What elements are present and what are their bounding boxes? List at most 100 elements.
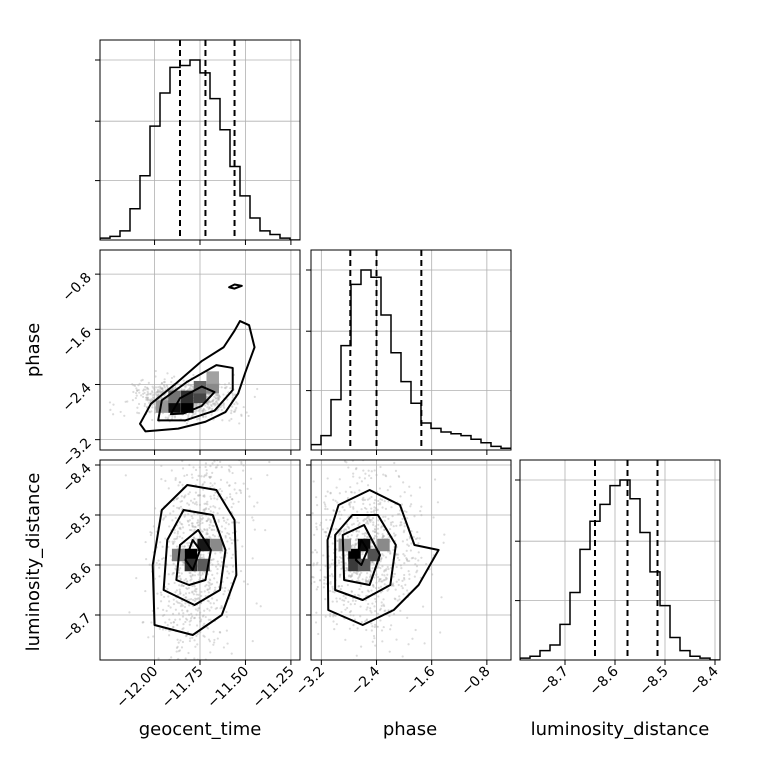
scatter-point: [181, 646, 183, 648]
scatter-point: [151, 532, 153, 534]
scatter-point: [184, 514, 186, 516]
scatter-point: [394, 598, 396, 600]
scatter-point: [352, 475, 354, 477]
scatter-point: [371, 625, 373, 627]
y-tick-label: −1.6: [59, 325, 94, 360]
scatter-point: [231, 498, 233, 500]
scatter-point: [191, 455, 193, 457]
scatter-point: [366, 572, 368, 574]
scatter-point: [176, 639, 178, 641]
scatter-point: [216, 498, 218, 500]
scatter-point: [185, 657, 187, 659]
scatter-point: [329, 590, 331, 592]
scatter-point: [370, 622, 372, 624]
scatter-point: [315, 612, 317, 614]
scatter-point: [393, 525, 395, 527]
scatter-point: [200, 595, 202, 597]
scatter-point: [210, 559, 212, 561]
scatter-point: [387, 566, 389, 568]
scatter-point: [163, 517, 165, 519]
scatter-point: [396, 581, 398, 583]
scatter-point: [256, 502, 258, 504]
scatter-point: [202, 751, 204, 753]
scatter-point: [235, 492, 237, 494]
scatter-point: [157, 657, 159, 659]
scatter-point: [364, 507, 366, 509]
scatter-point: [215, 466, 217, 468]
scatter-point: [189, 624, 191, 626]
scatter-point: [405, 511, 407, 513]
scatter-point: [338, 514, 340, 516]
scatter-point: [209, 495, 211, 497]
scatter-point: [233, 403, 235, 405]
scatter-point: [211, 484, 213, 486]
scatter-point: [371, 546, 373, 548]
scatter-point: [375, 582, 377, 584]
y-tick-label: −0.8: [59, 270, 94, 305]
scatter-point: [178, 650, 180, 652]
scatter-point: [365, 629, 367, 631]
scatter-point: [202, 489, 204, 491]
scatter-point: [191, 637, 193, 639]
scatter-point: [315, 522, 317, 524]
scatter-point: [401, 580, 403, 582]
scatter-point: [348, 575, 350, 577]
scatter-point: [348, 526, 350, 528]
scatter-point: [199, 614, 201, 616]
scatter-point: [378, 587, 380, 589]
scatter-point: [209, 602, 211, 604]
scatter-point: [396, 566, 398, 568]
scatter-point: [221, 419, 223, 421]
scatter-point: [410, 542, 412, 544]
scatter-point: [207, 581, 209, 583]
scatter-point: [212, 455, 214, 457]
scatter-point: [189, 575, 191, 577]
scatter-point: [383, 579, 385, 581]
scatter-point: [319, 579, 321, 581]
scatter-point: [215, 397, 217, 399]
scatter-point: [193, 657, 195, 659]
density-cell: [206, 371, 219, 384]
scatter-point: [163, 596, 165, 598]
scatter-point: [210, 668, 212, 670]
scatter-point: [168, 600, 170, 602]
scatter-point: [352, 624, 354, 626]
scatter-point: [209, 476, 211, 478]
scatter-point: [145, 558, 147, 560]
scatter-point: [109, 409, 111, 411]
scatter-point: [341, 585, 343, 587]
scatter-point: [231, 406, 233, 408]
scatter-point: [401, 585, 403, 587]
x-axis-label-phase: phase: [383, 719, 437, 740]
scatter-point: [208, 408, 210, 410]
scatter-point: [221, 531, 223, 533]
scatter-point: [387, 489, 389, 491]
scatter-point: [123, 415, 125, 417]
x-tick-label: −8.6: [586, 663, 621, 698]
scatter-point: [384, 583, 386, 585]
scatter-point: [160, 387, 162, 389]
scatter-point: [345, 528, 347, 530]
scatter-point: [213, 602, 215, 604]
scatter-point: [317, 633, 319, 635]
scatter-point: [225, 522, 227, 524]
scatter-point: [420, 557, 422, 559]
scatter-point: [422, 605, 424, 607]
scatter-point: [374, 645, 376, 647]
scatter-point: [377, 500, 379, 502]
scatter-point: [344, 609, 346, 611]
scatter-point: [179, 578, 181, 580]
scatter-point: [332, 591, 334, 593]
scatter-point: [213, 558, 215, 560]
scatter-point: [174, 386, 176, 388]
scatter-point: [168, 618, 170, 620]
scatter-point: [324, 565, 326, 567]
scatter-point: [221, 424, 223, 426]
x-tick-label: −2.4: [348, 663, 383, 698]
scatter-point: [379, 466, 381, 468]
scatter-point: [137, 384, 139, 386]
scatter-point: [209, 506, 211, 508]
scatter-point: [208, 585, 210, 587]
scatter-point: [204, 585, 206, 587]
scatter-point: [209, 422, 211, 424]
